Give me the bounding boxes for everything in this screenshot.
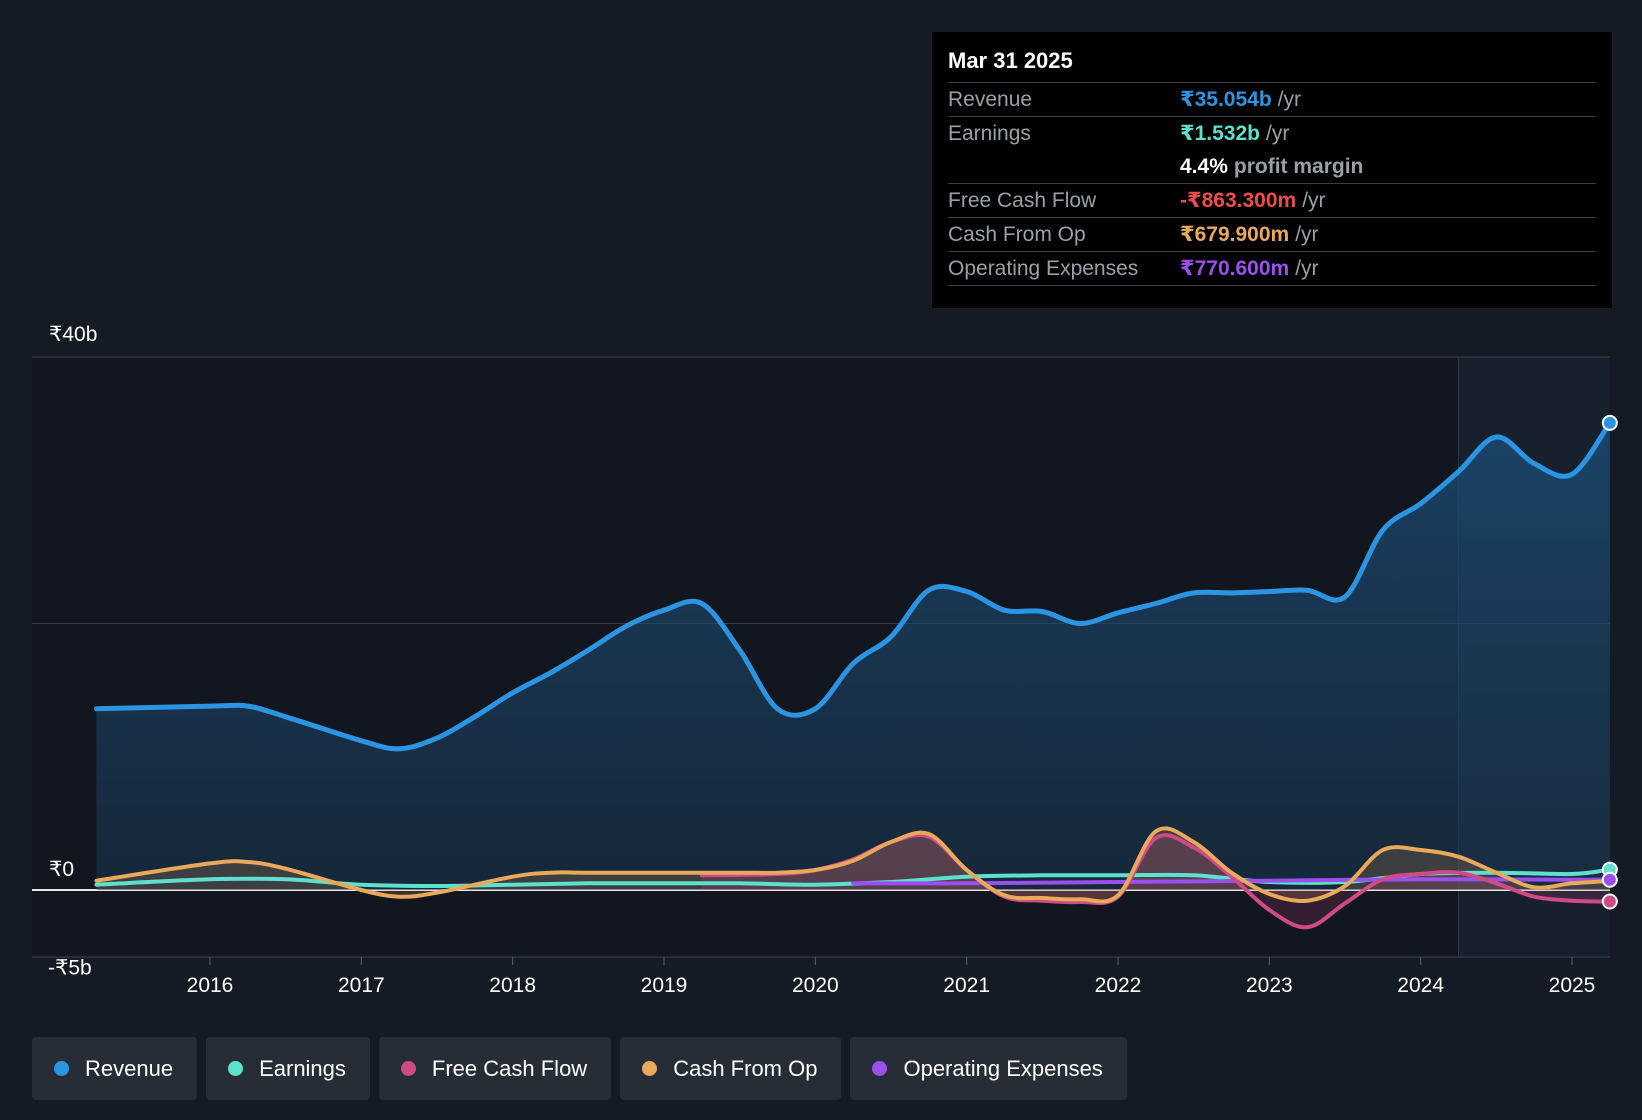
tooltip-row-revenue: Revenue ₹35.054b /yr	[948, 83, 1596, 117]
opex-end-marker	[1601, 871, 1618, 888]
tooltip-date: Mar 31 2025	[948, 46, 1596, 83]
x-tick-label: 2019	[641, 974, 688, 997]
legend-item-cash-from-op[interactable]: Cash From Op	[620, 1037, 842, 1100]
free-cash-flow-dot-icon	[400, 1061, 416, 1076]
legend-label: Free Cash Flow	[431, 1055, 588, 1081]
tooltip-label: Earnings	[948, 122, 1031, 145]
y-tick-label: -₹5b	[48, 957, 92, 980]
operating-expenses-dot-icon	[872, 1061, 888, 1076]
tooltip-value: ₹35.054b	[1180, 88, 1272, 111]
tooltip-value: ₹770.600m	[1180, 257, 1290, 280]
revenue-area	[96, 422, 1610, 890]
tooltip-margin-label: profit margin	[1233, 155, 1364, 178]
tooltip-value: ₹1.532b	[1180, 122, 1260, 145]
x-tick-label: 2021	[943, 974, 990, 997]
cash-from-op-dot-icon	[642, 1061, 658, 1076]
x-tick-label: 2024	[1397, 974, 1444, 997]
revenue-end-marker	[1601, 414, 1618, 431]
tooltip-label-spacer	[948, 150, 1180, 183]
x-tick-label: 2023	[1246, 974, 1293, 997]
tooltip-row-opex: Operating Expenses ₹770.600m /yr	[948, 252, 1596, 286]
revenue-dot-icon	[54, 1061, 69, 1076]
legend-item-revenue[interactable]: Revenue	[32, 1037, 198, 1100]
x-tick-label: 2025	[1549, 974, 1596, 997]
x-tick-label: 2018	[489, 974, 536, 997]
x-tick-label: 2017	[338, 974, 385, 997]
legend-item-free-cash-flow[interactable]: Free Cash Flow	[378, 1037, 612, 1100]
revenue-line	[94, 420, 1613, 752]
cfo-area	[96, 828, 1610, 902]
tooltip-label: Cash From Op	[948, 223, 1086, 246]
tooltip-label: Operating Expenses	[948, 257, 1139, 280]
legend-label: Earnings	[259, 1055, 346, 1081]
legend-label: Operating Expenses	[903, 1055, 1103, 1081]
tooltip-row-fcf: Free Cash Flow -₹863.300m /yr	[948, 184, 1596, 218]
tooltip-row-cfo: Cash From Op ₹679.900m /yr	[948, 218, 1596, 252]
cfo-line	[94, 826, 1612, 904]
tooltip-value: -₹863.300m	[1180, 189, 1297, 212]
tooltip-unit: /yr	[1295, 257, 1319, 280]
fcf-end-marker	[1601, 893, 1618, 910]
tooltip-unit: /yr	[1295, 223, 1319, 246]
tooltip-panel: Mar 31 2025 Revenue ₹35.054b /yr Earning…	[932, 32, 1612, 308]
tooltip-unit: /yr	[1277, 88, 1301, 111]
y-tick-label: ₹40b	[49, 323, 97, 346]
earnings-dot-icon	[228, 1061, 244, 1076]
tooltip-margin-value: 4.4%	[1180, 155, 1228, 178]
legend-item-operating-expenses[interactable]: Operating Expenses	[850, 1037, 1127, 1100]
x-tick-label: 2020	[792, 974, 839, 997]
legend-item-earnings[interactable]: Earnings	[206, 1037, 370, 1100]
x-tick-label: 2016	[187, 974, 234, 997]
tooltip-label: Revenue	[948, 88, 1033, 111]
y-tick-label: ₹0	[49, 858, 74, 881]
tooltip-unit: /yr	[1302, 189, 1326, 212]
opex-line	[851, 877, 1612, 886]
legend-label: Revenue	[85, 1055, 174, 1081]
tooltip-value: ₹679.900m	[1180, 223, 1290, 246]
legend: Revenue Earnings Free Cash Flow Cash Fro…	[32, 1037, 1127, 1100]
tooltip-unit: /yr	[1266, 122, 1290, 145]
x-tick-label: 2022	[1095, 974, 1142, 997]
tooltip-row-margin: 4.4% profit margin	[948, 150, 1596, 184]
tooltip-label: Free Cash Flow	[948, 189, 1097, 212]
tooltip-row-earnings: Earnings ₹1.532b /yr	[948, 117, 1596, 150]
legend-label: Cash From Op	[673, 1055, 818, 1081]
